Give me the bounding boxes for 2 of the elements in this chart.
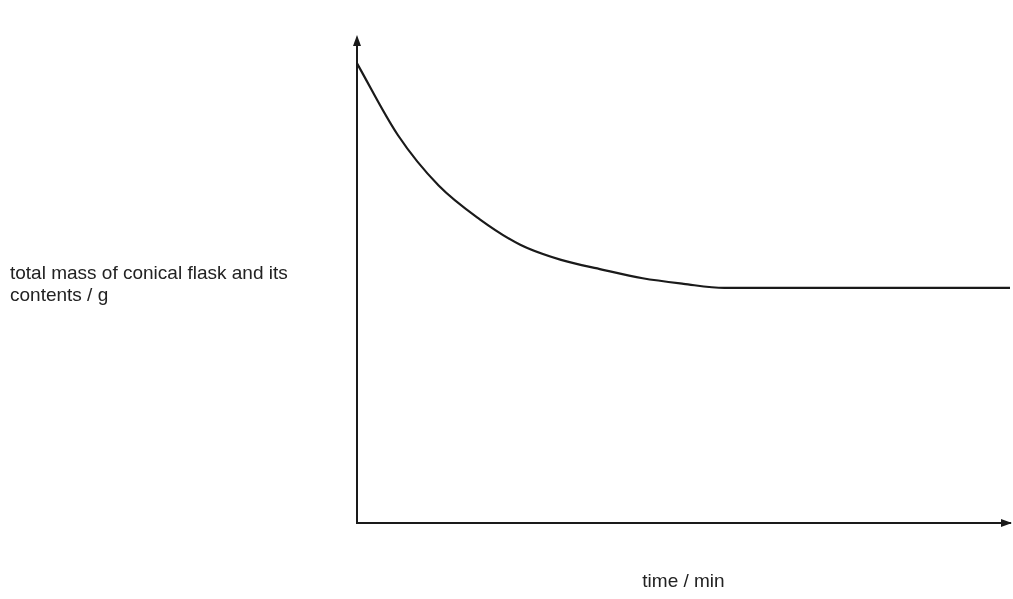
x-axis-title: time / min — [641, 570, 726, 592]
y-axis-title: total mass of conical flask and its contents / g — [10, 262, 289, 306]
